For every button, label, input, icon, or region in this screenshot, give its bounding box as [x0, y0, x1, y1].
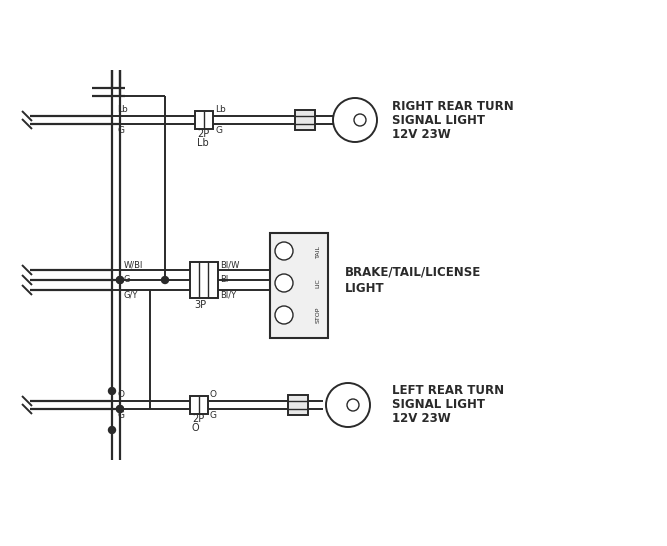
- Text: 2P: 2P: [197, 129, 209, 139]
- Text: G/Y: G/Y: [124, 291, 138, 300]
- Circle shape: [326, 383, 370, 427]
- Text: Bl: Bl: [220, 276, 228, 284]
- Text: BRAKE/TAIL/LICENSE: BRAKE/TAIL/LICENSE: [345, 265, 482, 278]
- Circle shape: [117, 406, 123, 412]
- Text: G: G: [117, 126, 124, 135]
- Text: 2P: 2P: [192, 414, 204, 424]
- Text: 12V 23W: 12V 23W: [392, 412, 451, 425]
- Circle shape: [347, 399, 359, 411]
- Text: SIGNAL LIGHT: SIGNAL LIGHT: [392, 399, 485, 412]
- Text: TAIL: TAIL: [315, 245, 321, 258]
- Text: Bl/W: Bl/W: [220, 260, 239, 269]
- Circle shape: [109, 388, 115, 395]
- Circle shape: [117, 406, 123, 412]
- Text: Bl/Y: Bl/Y: [220, 291, 236, 300]
- Bar: [288, 395, 308, 415]
- Text: O: O: [117, 390, 124, 399]
- Bar: [190, 262, 218, 298]
- Text: G: G: [210, 411, 217, 420]
- Text: Lb: Lb: [117, 105, 128, 114]
- Text: Lb: Lb: [197, 138, 209, 148]
- Circle shape: [109, 426, 115, 434]
- Text: 12V 23W: 12V 23W: [392, 128, 451, 140]
- Circle shape: [275, 274, 293, 292]
- Circle shape: [354, 114, 366, 126]
- Text: O: O: [210, 390, 217, 399]
- Bar: [195, 111, 213, 129]
- Circle shape: [117, 276, 123, 283]
- Circle shape: [161, 276, 169, 283]
- Text: STOP: STOP: [315, 307, 321, 323]
- Circle shape: [117, 276, 123, 283]
- Text: G: G: [117, 411, 124, 420]
- Bar: [270, 233, 328, 338]
- Text: LEFT REAR TURN: LEFT REAR TURN: [392, 384, 504, 397]
- Text: G: G: [215, 126, 222, 135]
- Bar: [190, 396, 208, 414]
- Text: G: G: [124, 276, 131, 284]
- Text: Lb: Lb: [215, 105, 225, 114]
- Text: LIC: LIC: [315, 278, 321, 288]
- Text: W/Bl: W/Bl: [124, 260, 143, 269]
- Text: LIGHT: LIGHT: [345, 282, 385, 294]
- Text: 3P: 3P: [194, 300, 206, 310]
- Circle shape: [333, 98, 377, 142]
- Bar: [295, 110, 315, 130]
- Circle shape: [275, 242, 293, 260]
- Circle shape: [275, 306, 293, 324]
- Text: RIGHT REAR TURN: RIGHT REAR TURN: [392, 99, 514, 112]
- Text: O: O: [192, 423, 199, 433]
- Text: SIGNAL LIGHT: SIGNAL LIGHT: [392, 114, 485, 127]
